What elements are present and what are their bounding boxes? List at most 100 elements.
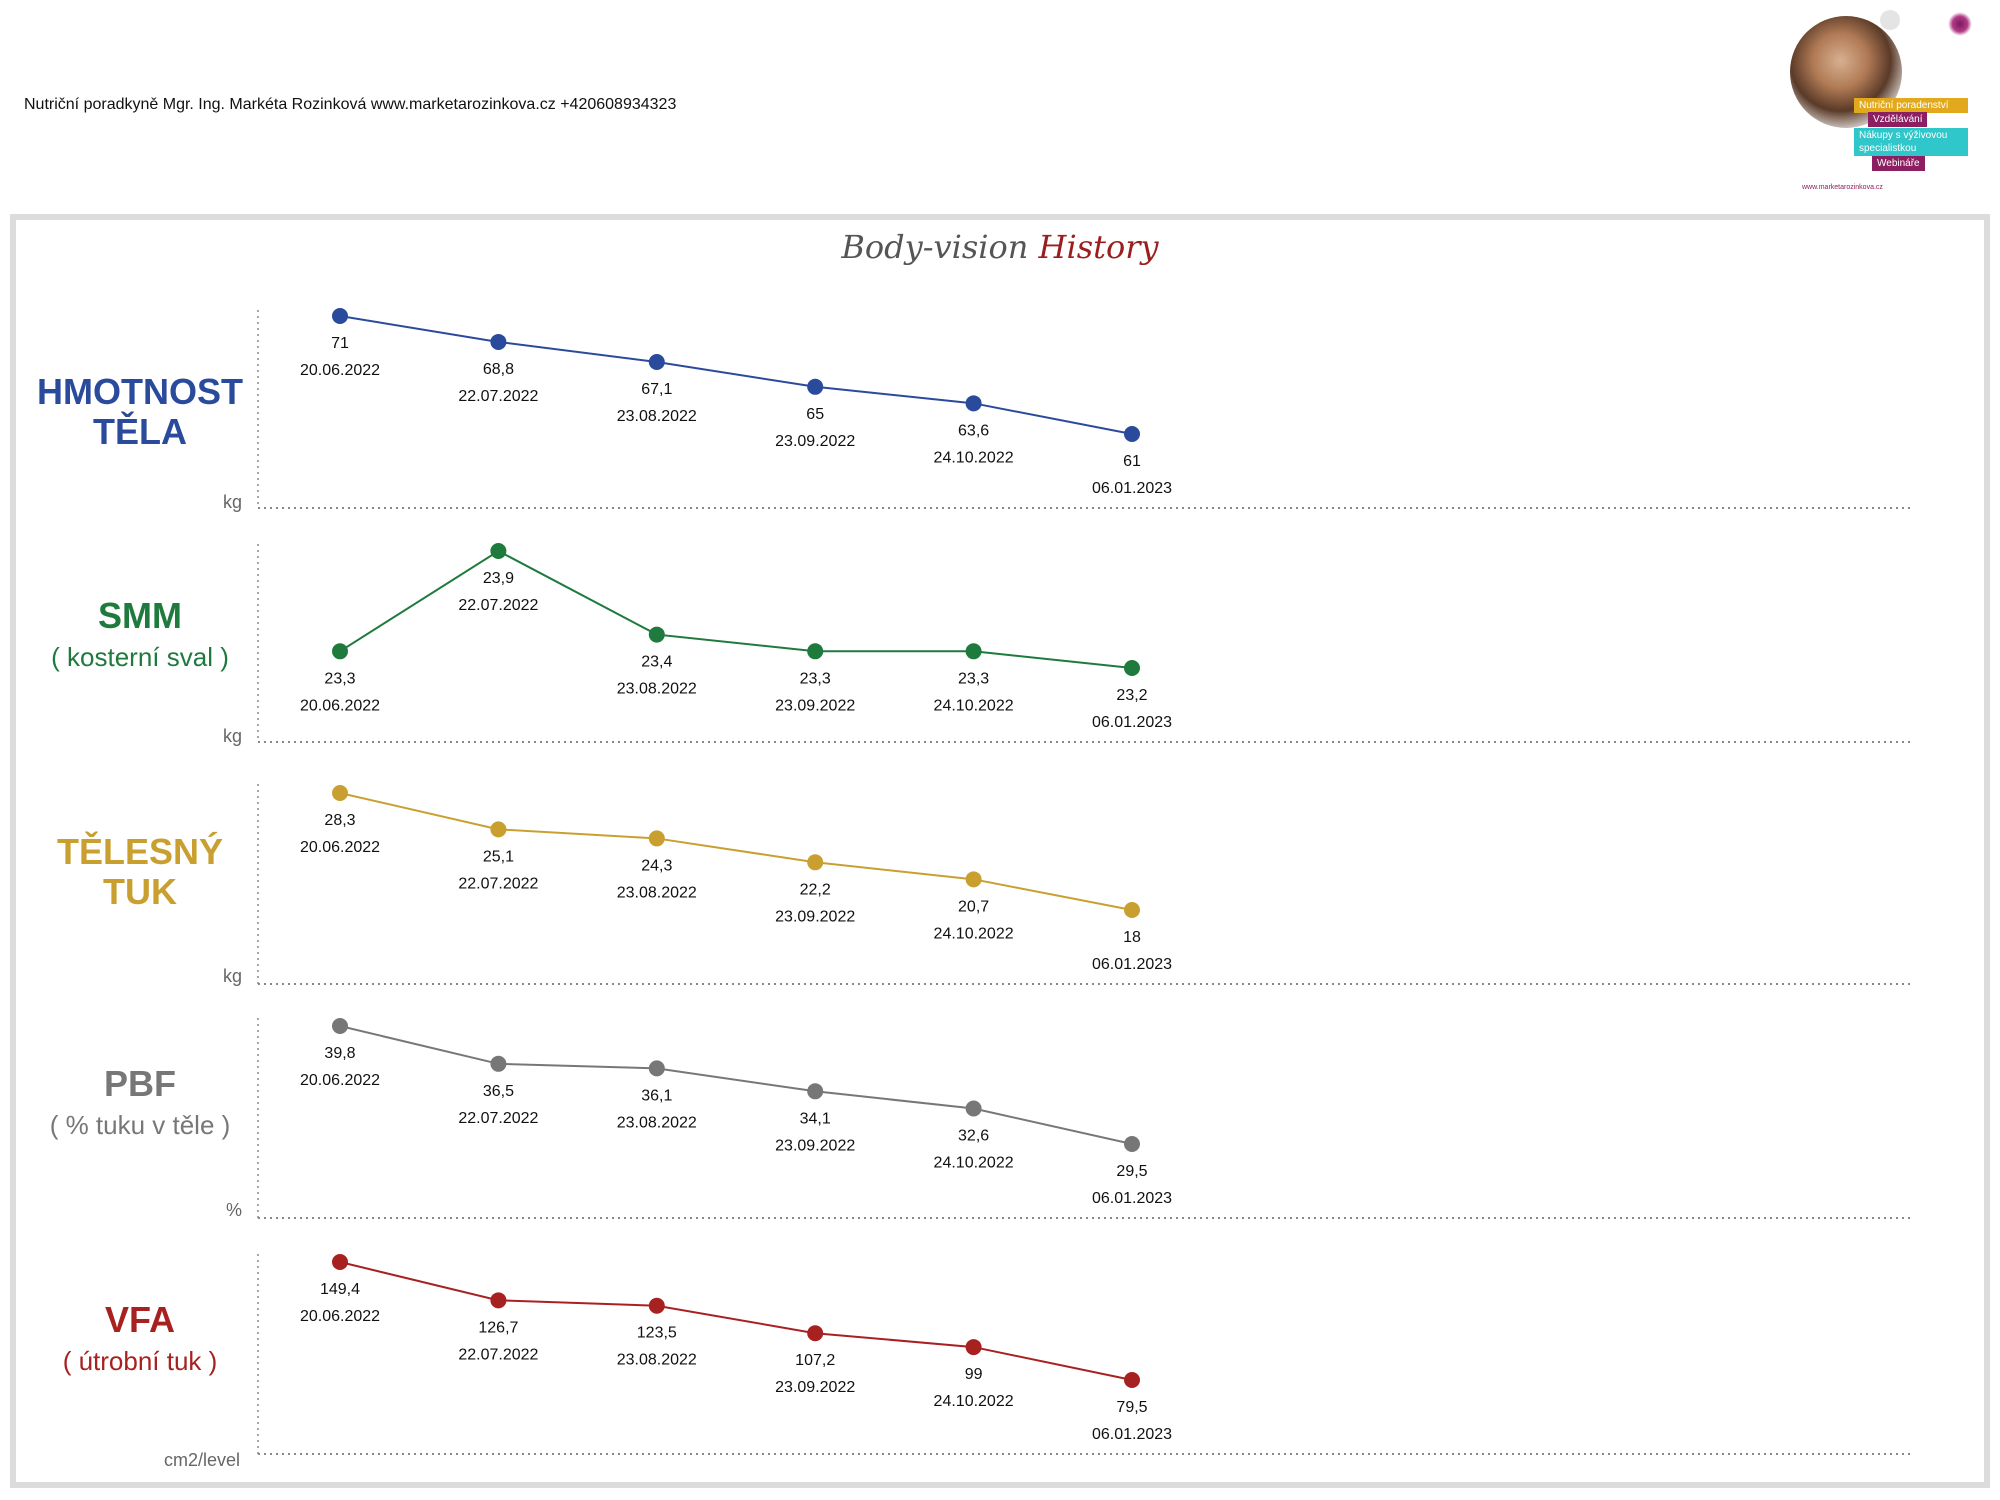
line-chart-0: 71 20.06.2022 68,8 22.07.2022 67,1 23.08.2022… [257,308,1910,509]
chart-label-weight: HMOTNOST TĚLA [30,372,250,452]
data-label: 23,2 [1116,687,1147,704]
date-label: 22.07.2022 [458,597,538,614]
chart-label-vfa: VFA ( útrobní tuk ) [30,1300,250,1378]
chart-label-sub: ( kosterní sval ) [51,642,229,672]
data-point [648,626,665,643]
date-label: 24.10.2022 [934,1393,1014,1410]
logo: Nutriční poradenství Vzdělávání Nákupy s… [1788,8,1988,198]
data-point [807,643,824,660]
date-label: 06.01.2023 [1092,714,1172,731]
data-label: 28,3 [324,812,355,829]
data-label: 99 [965,1366,983,1383]
chart-label-main: HMOTNOST TĚLA [37,371,243,452]
data-label: 23,4 [641,654,672,671]
data-label: 79,5 [1116,1399,1147,1416]
chart-label-pbf: PBF ( % tuku v těle ) [30,1064,250,1142]
data-point [490,1292,507,1309]
chart-panel [10,214,1990,1488]
date-label: 23.09.2022 [775,1379,855,1396]
line-chart-4: 149,4 20.06.2022 126,7 22.07.2022 123,5 23.08… [257,1254,1910,1455]
data-label: 36,1 [641,1087,672,1104]
series-line [339,1261,1133,1381]
date-label: 23.08.2022 [617,884,697,901]
chart-label-main: TĚLESNÝ TUK [56,831,224,912]
data-point [1124,902,1140,918]
date-label: 22.07.2022 [458,1346,538,1363]
date-label: 23.08.2022 [617,681,697,698]
data-point [807,1083,824,1100]
logo-tag-2: Vzdělávání [1868,112,1928,127]
date-label: 22.07.2022 [458,388,538,405]
date-label: 23.09.2022 [775,908,855,925]
date-label: 20.06.2022 [300,697,380,714]
data-label: 29,5 [1116,1163,1147,1180]
data-point [1124,426,1140,442]
data-point [965,1339,982,1356]
date-label: 06.01.2023 [1092,956,1172,973]
data-label: 23,9 [483,570,514,587]
data-label: 63,6 [958,422,989,439]
logo-tag-1: Nutriční poradenství [1854,98,1968,113]
data-label: 67,1 [641,381,672,398]
data-point [490,333,507,350]
unit-label-pbf: % [225,1200,242,1220]
logo-url: www.marketarozinkova.cz [1802,184,1883,191]
data-point [332,308,348,324]
date-label: 20.06.2022 [300,1308,380,1325]
data-point [648,1297,665,1314]
date-label: 06.01.2023 [1092,1190,1172,1207]
data-point [332,1018,348,1034]
data-label: 36,5 [483,1083,514,1100]
data-point [332,785,348,801]
data-label: 23,3 [958,670,989,687]
data-label: 71 [331,335,349,352]
data-label: 25,1 [483,848,514,865]
chart-label-sub: ( útrobní tuk ) [62,1346,218,1376]
date-label: 22.07.2022 [458,875,538,892]
data-label: 39,8 [324,1045,355,1062]
series-line [339,792,1133,911]
chart-label-body-fat: TĚLESNÝ TUK [30,832,250,912]
data-label: 23,3 [324,670,355,687]
date-label: 23.08.2022 [617,1352,697,1369]
data-point [965,1100,982,1117]
unit-label-body-fat: kg [222,966,242,986]
data-label: 34,1 [800,1110,831,1127]
unit-label-smm: kg [222,726,242,746]
data-label: 65 [806,406,824,423]
data-label: 149,4 [320,1281,360,1298]
line-chart-2: 28,3 20.06.2022 25,1 22.07.2022 24,3 23.08.20… [257,784,1910,985]
unit-label-weight: kg [222,492,242,512]
date-label: 24.10.2022 [934,449,1014,466]
date-label: 06.01.2023 [1092,480,1172,497]
data-label: 18 [1123,929,1141,946]
data-point [648,830,665,847]
data-label: 61 [1123,453,1141,470]
data-point [648,1060,665,1077]
chart-label-smm: SMM ( kosterní sval ) [30,596,250,674]
date-label: 23.09.2022 [775,697,855,714]
unit-label-vfa: cm2/level [163,1450,240,1470]
date-label: 24.10.2022 [934,1154,1014,1171]
chart-label-main: PBF [104,1063,176,1104]
data-point [1124,660,1140,676]
logo-tag-3: Nákupy s výživovou specialistkou [1854,128,1968,156]
brand-mark-icon [1948,12,1972,36]
data-point [332,643,348,660]
data-point [807,378,824,395]
data-label: 24,3 [641,857,672,874]
data-point [332,1254,348,1270]
data-label: 107,2 [795,1352,835,1369]
chart-label-main: VFA [104,1299,175,1340]
header-contact-text: Nutriční poradkyně Mgr. Ing. Markéta Roz… [24,96,677,113]
logo-tag-4: Webináře [1872,156,1925,171]
series-line [339,1025,1133,1145]
data-label: 126,7 [478,1319,518,1336]
data-point [807,854,824,871]
series-line [339,315,1133,435]
logo-decorative-dot [1880,10,1900,30]
data-label: 123,5 [637,1325,677,1342]
data-point [965,395,982,412]
data-point [648,354,665,371]
